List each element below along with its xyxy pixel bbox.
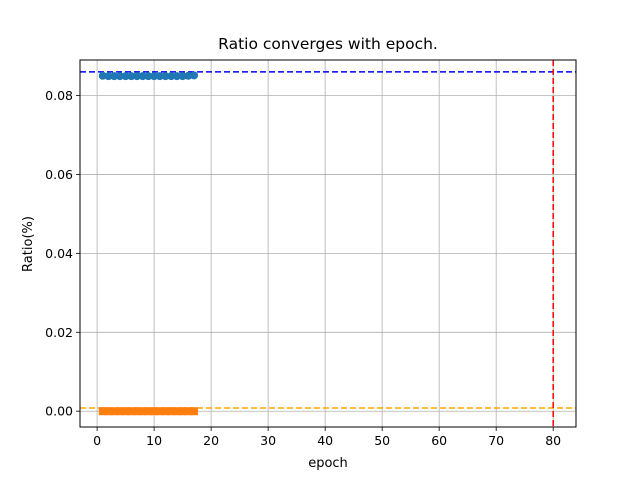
data-point [155, 407, 164, 416]
data-point [184, 407, 193, 416]
y-axis-label: Ratio(%) [21, 216, 36, 272]
data-point [155, 72, 164, 81]
data-point [150, 72, 159, 81]
x-tick-label: 20 [203, 433, 219, 448]
x-axis-ticks: 0 10 20 30 40 50 60 70 80 [93, 427, 561, 448]
x-tick-label: 30 [260, 433, 276, 448]
data-point [121, 72, 130, 81]
data-point [167, 407, 176, 416]
data-point [133, 407, 142, 416]
data-point [178, 407, 187, 416]
data-point [138, 407, 147, 416]
y-tick-label: 0.08 [45, 88, 73, 103]
data-point [190, 71, 199, 80]
data-point [172, 407, 181, 416]
series-layer [98, 71, 199, 416]
data-point [115, 72, 124, 81]
data-point [127, 407, 136, 416]
data-point [144, 72, 153, 81]
x-tick-label: 60 [431, 433, 447, 448]
data-point [121, 407, 130, 416]
data-point [98, 407, 107, 416]
series-1 [98, 71, 199, 81]
data-point [161, 407, 170, 416]
x-tick-label: 50 [374, 433, 390, 448]
data-point [138, 72, 147, 81]
data-point [110, 407, 119, 416]
x-tick-label: 10 [146, 433, 162, 448]
x-tick-label: 80 [545, 433, 561, 448]
data-point [190, 407, 199, 416]
x-tick-label: 0 [93, 433, 101, 448]
grid [80, 60, 576, 427]
data-point [144, 407, 153, 416]
x-tick-label: 70 [488, 433, 504, 448]
data-point [127, 72, 136, 81]
y-tick-label: 0.02 [45, 325, 73, 340]
y-tick-label: 0.06 [45, 167, 73, 182]
data-point [98, 71, 107, 80]
y-axis-ticks: 0.00 0.02 0.04 0.06 0.08 [45, 88, 80, 419]
chart-title: Ratio converges with epoch. [218, 35, 438, 53]
x-tick-label: 40 [317, 433, 333, 448]
series-2 [98, 407, 199, 416]
data-point [104, 407, 113, 416]
x-axis-label: epoch [308, 456, 348, 471]
data-point [178, 72, 187, 81]
data-point [115, 407, 124, 416]
data-point [161, 72, 170, 81]
data-point [133, 72, 142, 81]
data-point [110, 72, 119, 81]
data-point [184, 71, 193, 80]
plot-frame [79, 59, 577, 428]
y-tick-label: 0.00 [45, 404, 73, 419]
data-point [104, 72, 113, 81]
data-point [150, 407, 159, 416]
y-tick-label: 0.04 [45, 246, 73, 261]
data-point [172, 72, 181, 81]
data-point [167, 72, 176, 81]
